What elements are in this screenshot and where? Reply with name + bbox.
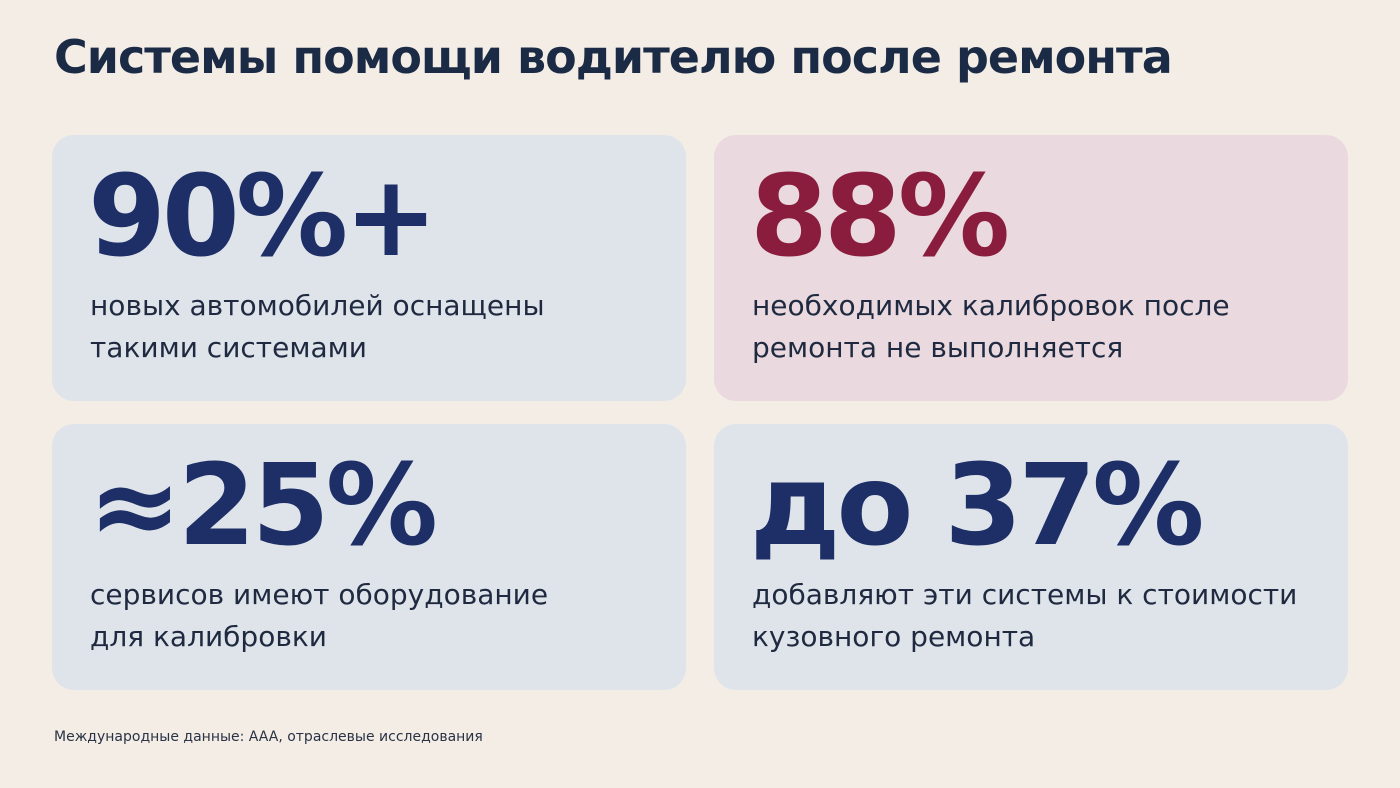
stat-description-line: кузовного ремонта — [752, 620, 1036, 653]
stat-card-new-cars: 90%+ новых автомобилей оснащены такими с… — [52, 135, 686, 401]
stat-description-line: такими системами — [90, 331, 367, 364]
stat-description-line: добавляют эти системы к стоимости — [752, 578, 1298, 611]
stat-value: 90%+ — [88, 152, 438, 282]
source-footnote: Международные данные: AAA, отраслевые ис… — [54, 729, 483, 745]
stat-description-line: ремонта не выполняется — [752, 331, 1124, 364]
stat-description: сервисов имеют оборудование для калибров… — [90, 574, 650, 658]
stat-description-line: сервисов имеют оборудование — [90, 578, 549, 611]
stat-card-service-equipment: ≈25% сервисов имеют оборудование для кал… — [52, 424, 686, 690]
stat-description: добавляют эти системы к стоимости кузовн… — [752, 574, 1312, 658]
stat-description-line: необходимых калибровок после — [752, 289, 1230, 322]
stat-card-calibrations-missed: 88% необходимых калибровок после ремонта… — [714, 135, 1348, 401]
stat-card-repair-cost: до 37% добавляют эти системы к стоимости… — [714, 424, 1348, 690]
stat-description-line: для калибровки — [90, 620, 327, 653]
stat-description: необходимых калибровок после ремонта не … — [752, 285, 1312, 369]
stat-value: до 37% — [750, 441, 1204, 571]
stat-value: ≈25% — [88, 441, 438, 571]
page-title: Системы помощи водителю после ремонта — [54, 30, 1173, 84]
stat-description-line: новых автомобилей оснащены — [90, 289, 545, 322]
stat-value: 88% — [750, 152, 1010, 282]
stat-description: новых автомобилей оснащены такими систем… — [90, 285, 650, 369]
